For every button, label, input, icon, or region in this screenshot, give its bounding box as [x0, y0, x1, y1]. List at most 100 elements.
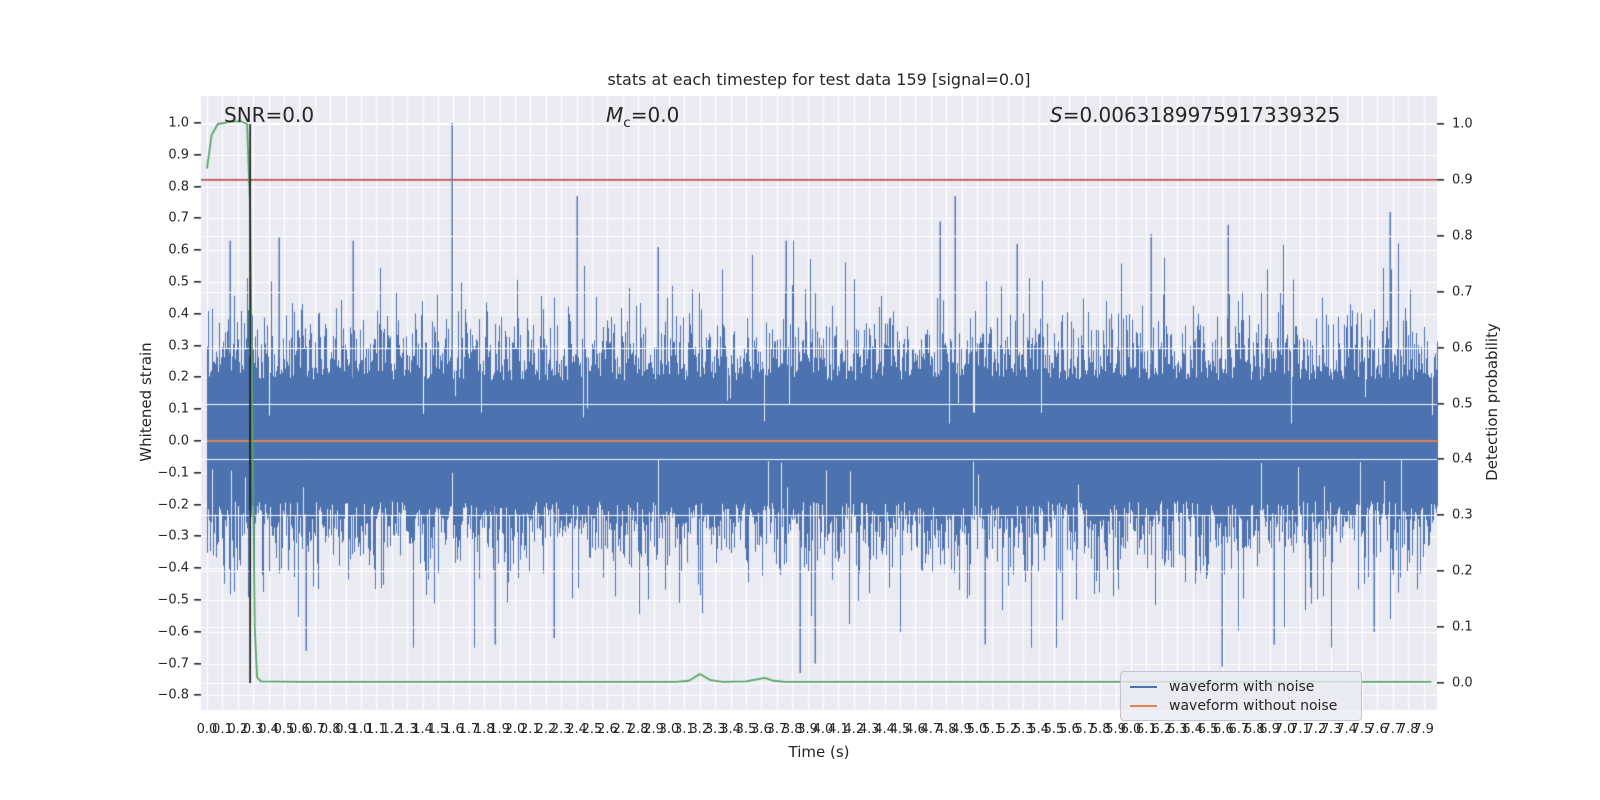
x-tick-label: 0.9 [335, 722, 356, 737]
x-tick-label: 6.3 [1166, 722, 1188, 737]
x-tick-label: 2.7 [612, 722, 634, 737]
x-tick-label: 2.4 [566, 722, 587, 737]
x-tick-label: 1.3 [396, 722, 418, 737]
x-tick-label: 3.0 [658, 722, 680, 737]
x-tick-label: 4.0 [812, 722, 834, 737]
s-score-annotation: S=0.0063189975917339325 [1050, 103, 1341, 127]
x-tick-label: 0.0 [196, 722, 218, 737]
y-left-tick-label: 0.4 [168, 306, 189, 322]
y-right-tick-label: 0.8 [1452, 228, 1473, 244]
x-tick-label: 1.6 [443, 722, 464, 737]
x-tick-label: 3.5 [735, 722, 757, 737]
x-tick-label: 0.3 [242, 722, 264, 737]
y-right-tick-label: 0.2 [1452, 563, 1473, 579]
x-tick-label: 0.4 [258, 722, 279, 737]
y-left-tick-label: −0.6 [157, 624, 189, 640]
x-tick-label: 0.7 [304, 722, 326, 737]
legend-label-without-noise: waveform without noise [1169, 697, 1338, 714]
x-tick-label: 4.3 [858, 722, 880, 737]
x-tick-label: 2.6 [597, 722, 618, 737]
x-tick-label: 3.4 [720, 722, 741, 737]
x-tick-label: 2.3 [550, 722, 572, 737]
y-left-tick-label: 0.0 [168, 433, 189, 449]
x-tick-label: 1.9 [489, 722, 510, 737]
x-tick-label: 1.8 [473, 722, 495, 737]
y-right-axis-label: Detection probability [1483, 323, 1501, 481]
y-left-tick-label: 0.7 [168, 210, 189, 226]
legend-line-with-noise [1130, 685, 1157, 688]
x-tick-label: 2.2 [535, 722, 557, 737]
x-tick-label: 3.9 [797, 722, 818, 737]
chart-title: stats at each timestep for test data 159… [607, 70, 1031, 89]
x-tick-label: 2.8 [627, 722, 649, 737]
x-tick-label: 5.5 [1043, 722, 1065, 737]
x-tick-label: 0.1 [212, 722, 233, 737]
legend-item-with-noise: waveform with noise [1130, 677, 1349, 696]
y-right-tick-label: 1.0 [1452, 116, 1473, 132]
y-left-tick-label: 1.0 [168, 115, 189, 131]
y-right-tick-label: 0.6 [1452, 340, 1473, 356]
x-tick-label: 7.1 [1290, 722, 1311, 737]
chirp-mass-annotation: Mc=0.0 [606, 103, 680, 131]
x-tick-label: 7.7 [1382, 722, 1404, 737]
y-right-tick-label: 0.0 [1452, 675, 1473, 691]
x-tick-label: 4.9 [951, 722, 972, 737]
x-tick-label: 6.4 [1182, 722, 1203, 737]
x-tick-label: 6.7 [1228, 722, 1250, 737]
x-tick-label: 2.1 [520, 722, 541, 737]
y-left-tick-label: 0.8 [168, 179, 189, 195]
x-tick-label: 6.5 [1197, 722, 1219, 737]
y-right-tick-label: 0.9 [1452, 172, 1473, 188]
x-tick-label: 7.0 [1274, 722, 1296, 737]
legend-label-with-noise: waveform with noise [1169, 678, 1315, 695]
y-left-tick-label: −0.1 [157, 465, 189, 481]
x-tick-label: 0.2 [227, 722, 249, 737]
x-tick-label: 4.2 [843, 722, 865, 737]
y-right-tick-label: 0.1 [1452, 619, 1473, 635]
x-tick-label: 6.6 [1213, 722, 1234, 737]
x-tick-label: 5.7 [1074, 722, 1096, 737]
x-tick-label: 4.4 [874, 722, 895, 737]
legend-line-without-noise [1130, 704, 1157, 707]
y-right-tick-label: 0.7 [1452, 284, 1473, 300]
y-left-tick-label: −0.5 [157, 592, 189, 608]
x-tick-label: 5.0 [966, 722, 988, 737]
y-left-tick-label: 0.3 [168, 338, 189, 354]
legend-item-without-noise: waveform without noise [1130, 696, 1349, 715]
y-right-tick-label: 0.5 [1452, 396, 1473, 411]
x-tick-label: 5.3 [1012, 722, 1034, 737]
x-tick-label: 5.4 [1028, 722, 1049, 737]
x-tick-label: 4.7 [920, 722, 942, 737]
x-tick-label: 6.2 [1151, 722, 1173, 737]
x-tick-label: 3.3 [704, 722, 726, 737]
y-left-tick-label: 0.1 [168, 401, 189, 417]
x-tick-label: 6.1 [1136, 722, 1157, 737]
x-tick-label: 0.5 [273, 722, 295, 737]
x-tick-label: 6.9 [1259, 722, 1280, 737]
x-tick-label: 5.9 [1105, 722, 1126, 737]
x-tick-label: 4.5 [889, 722, 911, 737]
x-tick-label: 7.4 [1336, 722, 1357, 737]
s-score-symbol: S [1050, 103, 1063, 127]
y-left-tick-label: −0.4 [157, 560, 189, 576]
x-tick-label: 2.9 [643, 722, 664, 737]
y-left-tick-label: 0.2 [168, 369, 189, 385]
x-tick-label: 2.5 [581, 722, 603, 737]
x-tick-label: 5.1 [982, 722, 1003, 737]
x-tick-label: 6.0 [1120, 722, 1142, 737]
x-tick-label: 5.8 [1089, 722, 1111, 737]
y-left-tick-label: −0.2 [157, 497, 189, 513]
x-tick-label: 3.1 [674, 722, 695, 737]
x-tick-label: 7.8 [1397, 722, 1419, 737]
x-tick-label: 3.2 [689, 722, 711, 737]
x-tick-label: 2.0 [504, 722, 526, 737]
x-tick-label: 6.8 [1243, 722, 1265, 737]
chirp-mass-symbol: M [606, 103, 624, 127]
y-left-axis-label: Whitened strain [137, 342, 155, 462]
y-left-tick-label: 0.6 [168, 242, 189, 258]
x-tick-label: 3.6 [751, 722, 772, 737]
y-left-tick-label: −0.3 [157, 528, 189, 544]
y-right-tick-label: 0.3 [1452, 507, 1473, 523]
x-tick-label: 7.6 [1367, 722, 1388, 737]
